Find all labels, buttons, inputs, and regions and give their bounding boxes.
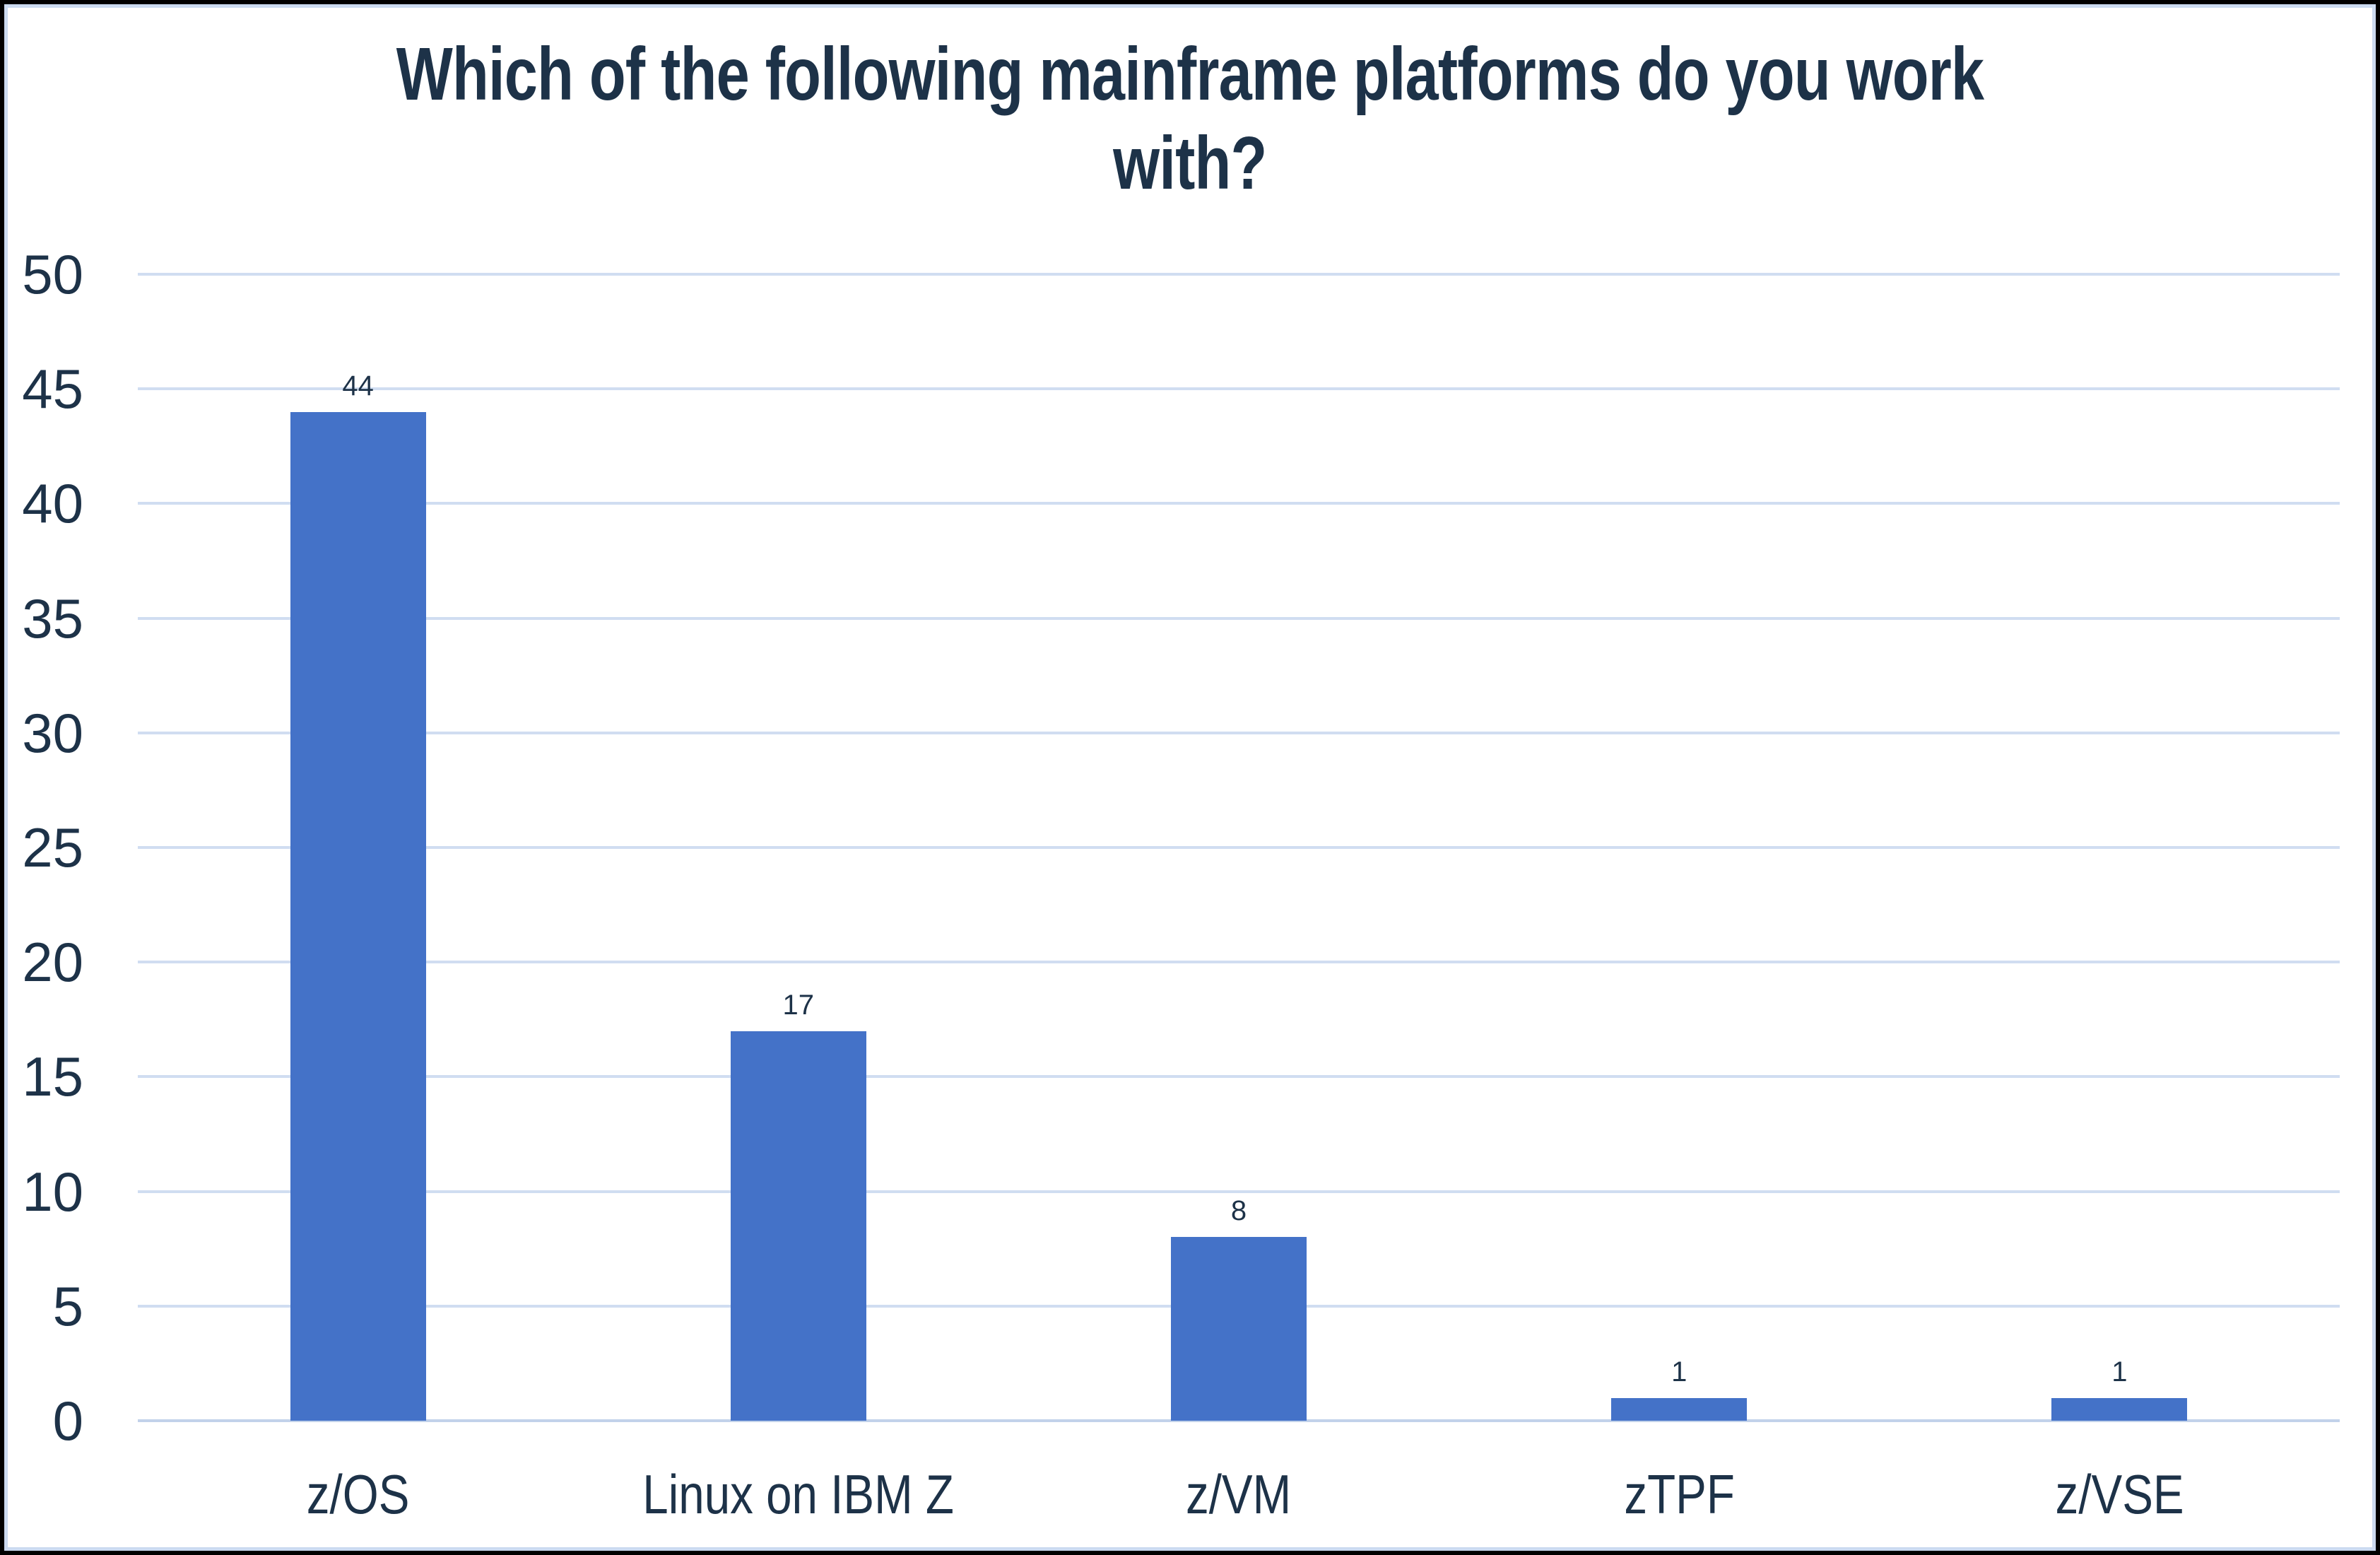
gridline [138,616,2340,620]
gridline [138,1190,2340,1193]
y-axis-tick-label: 0 [52,1390,83,1452]
y-axis-tick-label: 20 [22,931,83,994]
bar-z/VSE [2051,1397,2188,1421]
gridline [138,1075,2340,1079]
x-axis-label-zTPF: zTPF [1623,1463,1735,1525]
gridline [138,273,2340,276]
bar-value-label: 1 [1671,1356,1687,1387]
gridline [138,846,2340,849]
x-axis-label-z/OS: z/OS [306,1463,410,1525]
gridline [138,387,2340,391]
x-axis-label-Linux on IBM Z: Linux on IBM Z [642,1463,955,1525]
y-axis-tick-label: 30 [22,701,83,764]
x-axis-label-z/VM: z/VM [1186,1463,1292,1525]
y-axis-tick-label: 50 [22,243,83,305]
chart-title-line-2: with? [1113,122,1267,205]
y-axis-tick-label: 35 [22,587,83,650]
bar-Linux on IBM Z [730,1031,866,1421]
chart-title-line-1: Which of the following mainframe platfor… [396,33,1984,116]
gridline [138,961,2340,964]
bar-z/VM [1171,1237,1307,1421]
y-axis-tick-label: 45 [22,358,83,421]
chart-title: Which of the following mainframe platfor… [0,30,2380,208]
bar-value-label: 44 [342,370,374,401]
bar-value-label: 8 [1230,1195,1247,1227]
y-axis-tick-label: 40 [22,472,83,535]
bar-value-label: 1 [2111,1356,2128,1387]
gridline [138,502,2340,505]
gridline [138,731,2340,734]
y-axis-tick-label: 5 [52,1274,83,1337]
y-axis-tick-label: 25 [22,816,83,879]
y-axis-tick-label: 15 [22,1045,83,1108]
y-axis-tick-label: 10 [22,1160,83,1223]
bar-zTPF [1611,1397,1748,1421]
x-axis-label-z/VSE: z/VSE [2055,1463,2184,1525]
x-axis-line [138,1419,2340,1422]
bar-value-label: 17 [782,989,815,1021]
bar-z/OS [290,411,426,1421]
